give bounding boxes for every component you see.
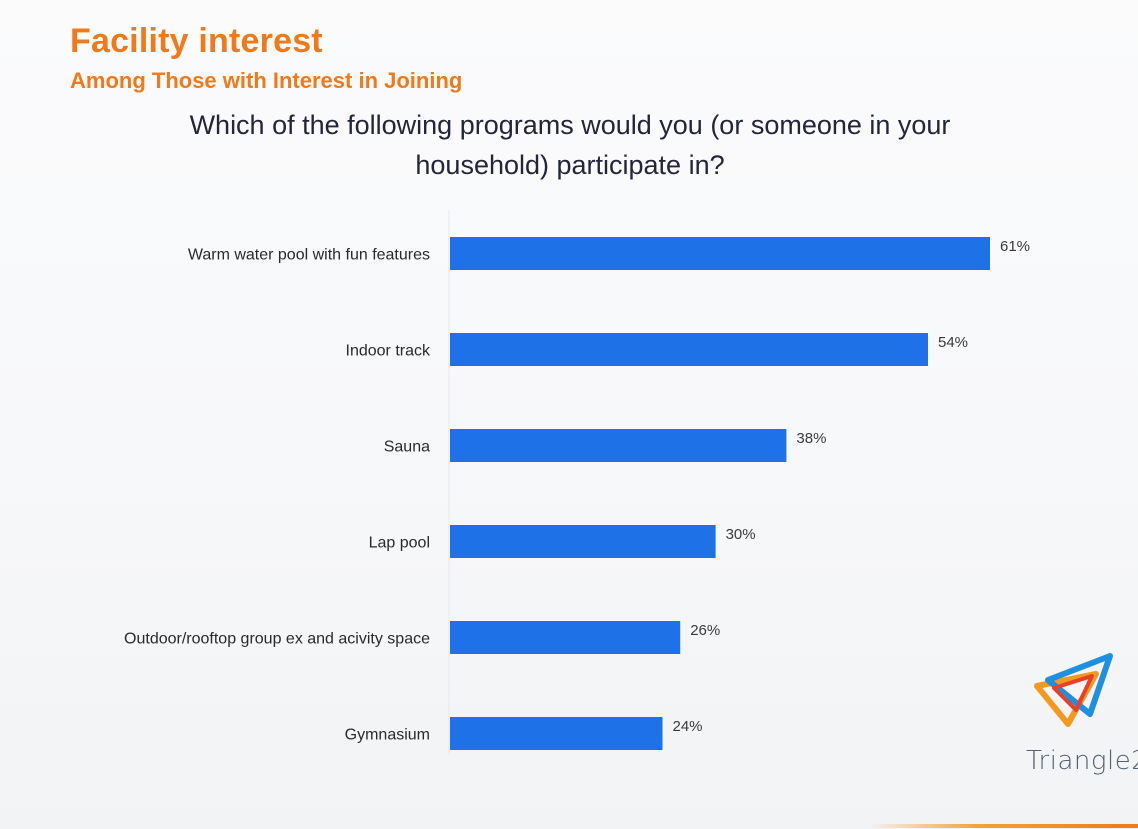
category-label: Warm water pool with fun features [188,247,430,264]
value-label: 26% [690,622,720,639]
page-title: Facility interest [70,22,323,60]
chart-question: Which of the following programs would yo… [189,110,951,180]
bar-3 [450,525,716,558]
value-label: 38% [796,430,826,447]
bar-1 [450,333,928,366]
page-subtitle: Among Those with Interest in Joining [70,68,463,93]
category-label: Sauna [384,439,430,456]
bar-4 [450,621,681,654]
value-label: 61% [1000,238,1030,255]
category-label: Outdoor/rooftop group ex and acivity spa… [124,631,430,648]
logo-text: Triangle2 [1026,746,1138,776]
bar-0 [450,237,990,270]
bars-group: Warm water pool with fun features 61% Indo… [124,237,1030,750]
triangle2-logo: Triangle2 [1020,650,1138,790]
footer-accent-line [870,824,1138,828]
category-label: Indoor track [346,343,431,360]
category-label: Lap pool [369,535,430,552]
bar-5 [450,717,663,750]
value-label: 54% [938,334,968,351]
value-label: 30% [726,526,756,543]
triangle2-logo-icon [1034,653,1113,727]
value-label: 24% [673,718,703,735]
bar-2 [450,429,787,462]
category-label: Gymnasium [345,727,430,744]
